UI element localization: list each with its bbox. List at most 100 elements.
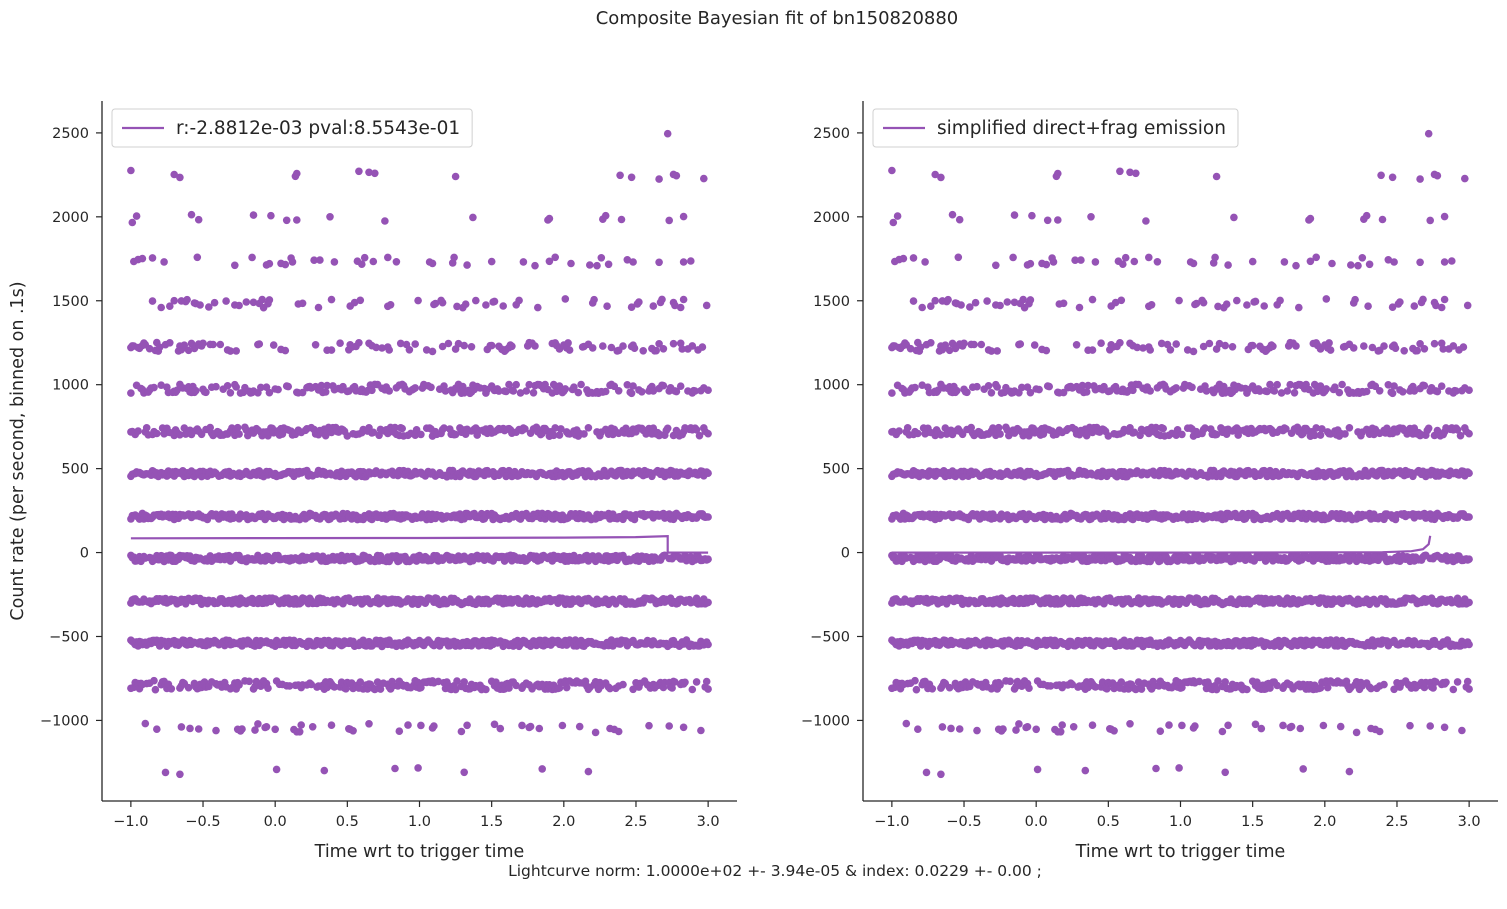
scatter-point (993, 383, 1001, 391)
scatter-point (132, 212, 141, 220)
scatter-point (460, 678, 469, 686)
scatter-point (269, 341, 278, 349)
scatter-point (688, 685, 697, 694)
scatter-point (1338, 380, 1346, 389)
scatter-point (1121, 253, 1130, 262)
scatter-point (676, 339, 685, 348)
scatter-point (601, 211, 610, 220)
scatter-point (584, 767, 593, 776)
scatter-point (921, 258, 929, 266)
scatter-point (395, 727, 404, 735)
scatter-point (1016, 340, 1025, 348)
scatter-point (665, 722, 673, 730)
scatter-point (267, 211, 275, 220)
x-tick-label: 3.0 (697, 814, 720, 830)
scatter-point (378, 344, 386, 352)
scatter-point (170, 296, 178, 305)
scatter-point (265, 259, 274, 268)
scatter-point (457, 727, 466, 736)
scatter-point (704, 429, 712, 438)
scatter-point (180, 341, 189, 350)
scatter-point (614, 727, 623, 736)
scatter-point (1188, 383, 1196, 392)
scatter-point (1117, 296, 1126, 305)
scatter-point (157, 381, 165, 390)
scatter-point (687, 257, 695, 265)
scatter-point (551, 253, 559, 262)
scatter-point (365, 168, 373, 177)
scatter-point (183, 295, 191, 304)
scatter-point (526, 722, 535, 731)
scatter-point (444, 339, 453, 348)
scatter-point (521, 425, 529, 433)
scatter-point (372, 343, 381, 352)
scatter-point (1146, 346, 1154, 354)
y-tick-label: 1500 (52, 294, 89, 310)
scatter-point (138, 254, 147, 263)
scatter-point (617, 215, 626, 224)
scatter-point (588, 344, 597, 352)
scatter-point (368, 386, 376, 395)
scatter-point (1273, 380, 1281, 389)
scatter-point (1045, 382, 1053, 391)
scatter-point (954, 253, 963, 262)
scatter-point (148, 254, 157, 262)
scatter-point (1465, 386, 1473, 395)
scatter-point (1172, 340, 1180, 348)
scatter-point (909, 297, 918, 305)
scatter-point (1212, 172, 1221, 181)
scatter-point (702, 301, 711, 310)
scatter-point (392, 258, 401, 266)
scatter-point (428, 347, 437, 356)
scatter-point (134, 427, 142, 435)
scatter-point (282, 216, 291, 225)
scatter-point (482, 685, 490, 694)
scatter-point (679, 258, 688, 266)
scatter-point (405, 346, 414, 354)
scatter-point (996, 301, 1004, 310)
scatter-point (249, 211, 258, 219)
scatter-point (1010, 211, 1019, 219)
scatter-point (271, 725, 280, 734)
left-fit-line (130, 534, 709, 554)
scatter-point (918, 303, 926, 312)
scatter-point (619, 342, 627, 350)
scatter-point (404, 721, 412, 729)
scatter-point (254, 720, 262, 728)
scatter-point (281, 346, 290, 355)
scatter-point (1351, 295, 1359, 304)
scatter-point (557, 425, 565, 433)
scatter-point (1365, 260, 1374, 269)
scatter-point (704, 685, 712, 693)
scatter-point (963, 388, 971, 397)
scatter-point (649, 302, 658, 310)
scatter-point (284, 382, 293, 391)
scatter-point (1341, 430, 1349, 438)
scatter-point (167, 685, 176, 693)
scatter-point (205, 303, 213, 311)
scatter-point (1437, 303, 1446, 312)
scatter-point (911, 383, 919, 392)
scatter-point (482, 301, 490, 309)
scatter-point (350, 298, 359, 307)
scatter-point (538, 765, 546, 773)
scatter-point (298, 388, 307, 397)
scatter-point (496, 724, 505, 733)
scatter-point (518, 721, 526, 730)
scatter-point (1269, 342, 1277, 351)
scatter-point (1147, 301, 1156, 309)
scatter-point (1072, 341, 1081, 349)
scatter-point (1424, 424, 1433, 433)
scatter-point (295, 728, 304, 736)
scatter-point (298, 299, 307, 308)
scatter-point (676, 382, 685, 391)
scatter-point (391, 423, 399, 432)
scatter-point (1042, 346, 1051, 355)
scatter-point (519, 258, 528, 266)
scatter-point (235, 301, 243, 310)
scatter-point (151, 685, 160, 694)
scatter-point (461, 300, 470, 309)
scatter-point (385, 346, 394, 354)
scatter-point (1295, 303, 1303, 312)
scatter-point (184, 346, 193, 355)
